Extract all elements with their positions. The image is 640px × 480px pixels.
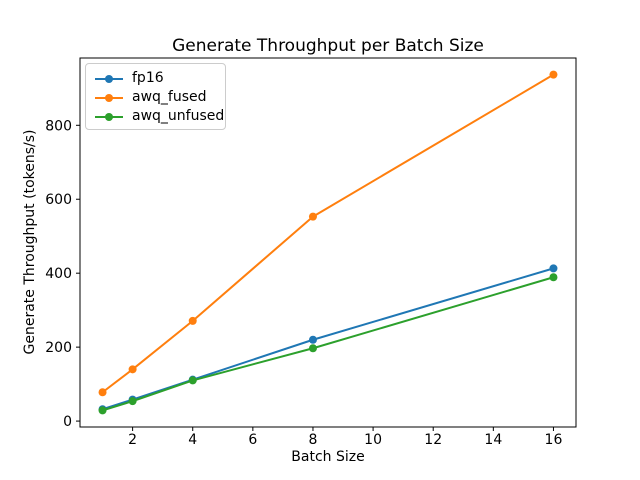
data-point-awq_unfused-x4 <box>188 376 197 385</box>
data-point-awq_unfused-x16 <box>549 273 558 282</box>
data-point-awq_unfused-x8 <box>308 344 317 353</box>
y-tick-label: 800 <box>45 118 72 134</box>
legend-label: fp16 <box>132 70 164 86</box>
legend-item-fp16: fp16 <box>94 69 217 88</box>
x-axis-label: Batch Size <box>291 449 365 465</box>
legend-item-awq-fused: awq_fused <box>94 88 217 107</box>
x-tick-label: 10 <box>364 432 382 448</box>
legend-item-awq-unfused: awq_unfused <box>94 107 224 126</box>
y-tick-label: 600 <box>45 192 72 208</box>
legend-marker-icon <box>105 74 113 83</box>
legend: fp16 awq_fused awq_unfused <box>85 63 226 130</box>
legend-label: awq_unfused <box>132 108 225 124</box>
legend-swatch-line-icon <box>95 74 123 83</box>
data-point-fp16-x8 <box>308 335 317 344</box>
data-point-awq_unfused-x2 <box>128 397 137 406</box>
data-point-awq_fused-x4 <box>188 316 197 325</box>
legend-marker-icon <box>105 93 113 102</box>
x-tick-label: 4 <box>188 432 197 448</box>
legend-label: awq_fused <box>132 89 207 105</box>
y-tick-label: 400 <box>45 266 72 282</box>
x-tick-label: 2 <box>128 432 137 448</box>
data-point-awq_fused-x16 <box>549 70 558 79</box>
data-point-awq_fused-x8 <box>308 212 317 221</box>
data-point-awq_fused-x2 <box>128 365 137 374</box>
y-tick-label: 0 <box>63 414 72 430</box>
x-tick-label: 12 <box>424 432 442 448</box>
x-tick-label: 16 <box>545 432 563 448</box>
legend-swatch-line-icon <box>95 112 123 121</box>
x-tick-label: 8 <box>309 432 318 448</box>
legend-swatch-line-icon <box>95 93 123 102</box>
y-axis-label: Generate Throughput (tokens/s) <box>22 129 38 355</box>
data-point-awq_unfused-x1 <box>98 406 107 415</box>
x-tick-label: 14 <box>484 432 502 448</box>
chart-title: Generate Throughput per Batch Size <box>172 36 484 56</box>
legend-marker-icon <box>105 112 113 121</box>
x-tick-label: 6 <box>248 432 257 448</box>
y-tick-label: 200 <box>45 340 72 356</box>
data-point-awq_fused-x1 <box>98 388 107 397</box>
data-point-fp16-x16 <box>549 264 558 273</box>
